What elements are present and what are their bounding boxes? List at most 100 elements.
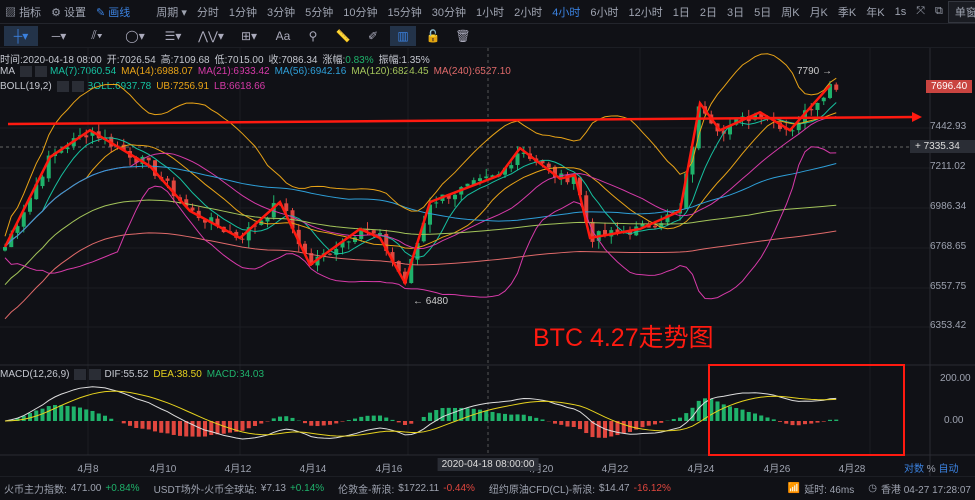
macd-bar xyxy=(315,421,320,427)
drawing-toolbar: ┼▾ ─▾ ⫽▾ ◯▾ ☰▾ ⋀⋁▾ ⊞▾ Aa ⚲ 📏 ✐ ▥ 🔓 🗑 xyxy=(0,24,975,48)
interval-2[interactable]: 3分钟 xyxy=(266,6,296,19)
time-axis-label: 4月8 xyxy=(77,464,99,475)
macd-bar xyxy=(390,419,395,421)
interval-0[interactable]: 分时 xyxy=(196,6,219,19)
boll-close-icon[interactable] xyxy=(71,81,84,92)
period-dropdown[interactable]: 周期 ▾ xyxy=(156,6,187,19)
candle-body xyxy=(303,243,307,254)
clock-icon: ◷ xyxy=(868,483,877,494)
percent-toggle[interactable]: % xyxy=(926,464,936,475)
candle-body xyxy=(465,183,470,187)
candle-body xyxy=(828,84,832,98)
macd-bar xyxy=(121,421,126,424)
candle-body xyxy=(746,116,751,122)
top-toolbar: ▨ 指标 ⚙ 设置 ✎ 画线 周期 ▾ 分时 1分钟 3分钟 5分钟 10分钟 15分钟 3… xyxy=(0,0,975,24)
fullscreen-icon[interactable]: ⤧ xyxy=(916,5,926,17)
interval-17[interactable]: 月K xyxy=(809,6,828,19)
ellipse-icon[interactable]: ◯▾ xyxy=(125,28,145,43)
candle-body xyxy=(609,230,614,237)
wave-icon[interactable]: ⋀⋁▾ xyxy=(198,28,224,43)
interval-11[interactable]: 12小时 xyxy=(628,6,663,19)
candle-body xyxy=(278,203,282,205)
fib-icon[interactable]: ☰▾ xyxy=(164,28,182,43)
candle-mode-icon[interactable]: ▥ xyxy=(390,25,416,46)
horizontal-line-icon[interactable]: ─▾ xyxy=(51,28,67,43)
crosshair-icon[interactable]: ┼▾ xyxy=(4,25,38,46)
boll-settings-icon[interactable] xyxy=(56,81,69,92)
window-mode-select[interactable]: 单窗口 ▾ xyxy=(947,0,975,23)
candle-body xyxy=(365,228,370,231)
popout-icon[interactable]: ⧉ xyxy=(935,5,943,17)
interval-3[interactable]: 5分钟 xyxy=(305,6,334,19)
macd-close-icon[interactable] xyxy=(89,369,102,380)
candle-body xyxy=(559,173,564,179)
macd-bar xyxy=(71,406,76,421)
price-axis-label: 7211.02 xyxy=(930,161,966,172)
interval-16[interactable]: 周K xyxy=(781,6,800,19)
interval-1[interactable]: 1分钟 xyxy=(228,6,257,19)
settings-button[interactable]: ⚙ 设置 xyxy=(51,6,86,19)
pen-icon[interactable]: ✐ xyxy=(367,28,379,43)
candle-body xyxy=(509,165,514,169)
candle-body xyxy=(478,178,482,182)
parallel-lines-icon[interactable]: ⫽▾ xyxy=(91,28,103,42)
macd-bar xyxy=(771,419,776,421)
candle-body xyxy=(40,176,45,187)
ruler-icon[interactable]: 📏 xyxy=(335,28,351,43)
ma-close-icon[interactable] xyxy=(35,66,47,77)
interval-19[interactable]: 年K xyxy=(866,6,885,19)
candle-body xyxy=(734,119,739,125)
candle-body xyxy=(603,230,607,236)
candle-body xyxy=(571,176,576,185)
magnet-icon[interactable]: ⚲ xyxy=(308,28,318,43)
trash-icon[interactable]: 🗑 xyxy=(455,28,471,43)
lock-icon[interactable]: 🔓 xyxy=(425,28,441,43)
interval-15[interactable]: 5日 xyxy=(754,6,772,19)
macd-bar xyxy=(259,421,264,424)
log-scale-toggle[interactable]: 对数 xyxy=(904,464,924,475)
candle-body xyxy=(78,135,82,137)
interval-13[interactable]: 2日 xyxy=(699,6,717,19)
macd-bar xyxy=(378,415,382,421)
interval-7[interactable]: 1小时 xyxy=(475,6,505,19)
macd-bar xyxy=(346,420,351,421)
ma-line xyxy=(4,116,837,250)
auto-scale-toggle[interactable]: 自动 xyxy=(938,464,959,475)
candle-body xyxy=(103,137,107,140)
macd-settings-icon[interactable] xyxy=(74,369,87,380)
draw-button[interactable]: ✎ 画线 xyxy=(95,6,131,19)
macd-bar xyxy=(503,413,507,421)
interval-10[interactable]: 6小时 xyxy=(590,6,619,19)
dea-line xyxy=(4,390,837,437)
refresh-rate[interactable]: 1s xyxy=(894,5,907,18)
candle-body xyxy=(396,261,401,272)
interval-14[interactable]: 3日 xyxy=(726,6,745,19)
interval-6[interactable]: 30分钟 xyxy=(431,6,466,19)
candle-body xyxy=(790,130,795,132)
interval-12[interactable]: 1日 xyxy=(672,6,690,19)
candle-body xyxy=(690,146,695,175)
macd-bar xyxy=(178,421,182,436)
candle-body xyxy=(584,195,589,223)
interval-9[interactable]: 4小时 xyxy=(552,6,581,19)
candle-body xyxy=(515,153,520,166)
interval-18[interactable]: 季K xyxy=(837,6,857,19)
indicators-button[interactable]: ▨ 指标 xyxy=(5,6,42,19)
plus-icon[interactable]: + xyxy=(915,141,924,152)
boll-value: UB:7256.91 xyxy=(156,81,210,93)
interval-5[interactable]: 15分钟 xyxy=(387,6,422,19)
candle-body xyxy=(696,106,701,149)
cursor-time-tag: 2020-04-18 08:00:00 xyxy=(437,458,539,471)
measure-box-icon[interactable]: ⊞▾ xyxy=(240,28,258,43)
candle-body xyxy=(415,242,420,260)
macd-bar xyxy=(46,406,51,421)
macd-bar xyxy=(703,398,707,421)
text-icon[interactable]: Aa xyxy=(275,28,291,43)
candle-body xyxy=(721,130,726,134)
macd-bar xyxy=(821,421,826,422)
candle-body xyxy=(328,253,332,255)
ma-settings-icon[interactable] xyxy=(20,66,32,77)
macd-bar xyxy=(453,407,457,421)
interval-8[interactable]: 2小时 xyxy=(514,6,543,19)
interval-4[interactable]: 10分钟 xyxy=(343,6,378,19)
